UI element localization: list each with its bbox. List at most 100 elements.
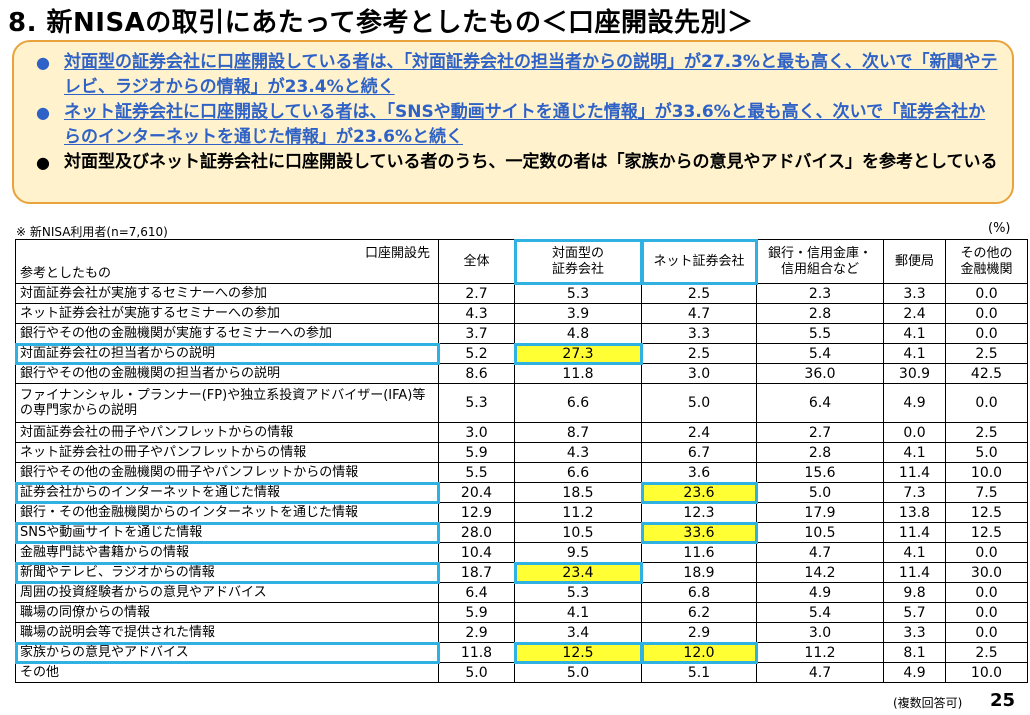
value-cell: 6.4	[756, 383, 884, 423]
value-cell: 7.5	[945, 482, 1028, 503]
value-cell: 7.3	[883, 482, 946, 503]
value-cell: 10.5	[756, 522, 884, 543]
value-cell: 4.8	[514, 323, 642, 344]
row-label: 家族からの意見やアドバイス	[15, 642, 439, 663]
value-cell: 10.4	[438, 542, 515, 563]
value-cell: 2.3	[756, 283, 884, 304]
row-label: 銀行やその他の金融機関が実施するセミナーへの参加	[15, 323, 439, 344]
value-cell: 2.7	[438, 283, 515, 304]
summary-box: ● 対面型の証券会社に口座開設している者は、「対面証券会社の担当者からの説明」が2…	[12, 40, 1014, 204]
table-row: ファイナンシャル・プランナー(FP)や独立系投資アドバイザー(IFA)等の専門家…	[15, 383, 1028, 423]
value-cell: 5.0	[641, 383, 757, 423]
row-label: SNSや動画サイトを通じた情報	[15, 522, 439, 543]
table-row: 銀行・その他金融機関からのインターネットを通じた情報 12.9 11.2 12.3 17…	[15, 502, 1028, 523]
value-cell: 5.3	[514, 582, 642, 603]
value-cell: 9.8	[883, 582, 946, 603]
summary-bullet: ● ネット証券会社に口座開設している者は、「SNSや動画サイトを通じた情報」が33…	[36, 100, 998, 150]
bullet-dot-icon: ●	[36, 53, 50, 72]
value-cell: 3.7	[438, 323, 515, 344]
value-cell: 4.9	[756, 582, 884, 603]
value-cell: 4.1	[883, 343, 946, 364]
table-row: 銀行やその他の金融機関の担当者からの説明 8.6 11.8 3.0 36.0 30.9 42…	[15, 363, 1028, 384]
unit-label: (%)	[988, 221, 1011, 236]
value-cell: 12.0	[641, 642, 757, 663]
value-cell: 18.7	[438, 562, 515, 583]
sample-note: ※ 新NISA利用者(n=7,610)	[16, 225, 168, 239]
value-cell: 3.6	[641, 462, 757, 483]
summary-bullet: ● 対面型の証券会社に口座開設している者は、「対面証券会社の担当者からの説明」が2…	[36, 50, 998, 100]
value-cell: 23.6	[641, 482, 757, 503]
row-label: 対面証券会社の冊子やパンフレットからの情報	[15, 422, 439, 443]
value-cell: 18.5	[514, 482, 642, 503]
table-row: 周囲の投資経験者からの意見やアドバイス 6.4 5.3 6.8 4.9 9.8 0.0	[15, 582, 1028, 603]
table-row: 証券会社からのインターネットを通じた情報 20.4 18.5 23.6 5.0 7.3 7.…	[15, 482, 1028, 503]
row-label: 証券会社からのインターネットを通じた情報	[15, 482, 439, 503]
value-cell: 0.0	[883, 422, 946, 443]
value-cell: 5.4	[756, 602, 884, 623]
value-cell: 4.7	[756, 662, 884, 683]
value-cell: 5.0	[438, 662, 515, 683]
value-cell: 5.5	[438, 462, 515, 483]
value-cell: 5.0	[514, 662, 642, 683]
value-cell: 5.3	[514, 283, 642, 304]
row-label: 銀行・その他金融機関からのインターネットを通じた情報	[15, 502, 439, 523]
column-header: 郵便局	[883, 239, 946, 284]
value-cell: 42.5	[945, 363, 1028, 384]
table-row: その他 5.0 5.0 5.1 4.7 4.9 10.0	[15, 662, 1028, 683]
summary-bullet: ● 対面型及びネット証券会社に口座開設している者のうち、一定数の者は「家族からの意…	[36, 150, 998, 175]
value-cell: 5.7	[883, 602, 946, 623]
bullet-dot-icon: ●	[36, 103, 50, 122]
column-header: 全体	[438, 239, 515, 284]
value-cell: 0.0	[945, 582, 1028, 603]
row-label: 対面証券会社が実施するセミナーへの参加	[15, 283, 439, 304]
summary-text: 対面型の証券会社に口座開設している者は、「対面証券会社の担当者からの説明」が27…	[64, 52, 998, 97]
table-row: 職場の同僚からの情報 5.9 4.1 6.2 5.4 5.7 0.0	[15, 602, 1028, 623]
value-cell: 6.2	[641, 602, 757, 623]
value-cell: 4.7	[641, 303, 757, 324]
value-cell: 3.4	[514, 622, 642, 643]
table-row: 職場の説明会等で提供された情報 2.9 3.4 2.9 3.0 3.3 0.0	[15, 622, 1028, 643]
value-cell: 11.4	[883, 522, 946, 543]
value-cell: 8.6	[438, 363, 515, 384]
value-cell: 3.3	[883, 283, 946, 304]
column-header: その他の 金融機関	[945, 239, 1028, 284]
value-cell: 0.0	[945, 283, 1028, 304]
value-cell: 0.0	[945, 542, 1028, 563]
row-label: ファイナンシャル・プランナー(FP)や独立系投資アドバイザー(IFA)等の専門家…	[15, 383, 439, 423]
value-cell: 12.5	[945, 502, 1028, 523]
value-cell: 11.4	[883, 562, 946, 583]
value-cell: 0.0	[945, 602, 1028, 623]
row-label: ネット証券会社の冊子やパンフレットからの情報	[15, 442, 439, 463]
value-cell: 5.9	[438, 442, 515, 463]
table-row: 銀行やその他の金融機関が実施するセミナーへの参加 3.7 4.8 3.3 5.5 4.1 0…	[15, 323, 1028, 344]
summary-text: 対面型及びネット証券会社に口座開設している者のうち、一定数の者は「家族からの意見…	[64, 152, 998, 172]
column-header: 対面型の 証券会社	[514, 239, 642, 284]
value-cell: 10.0	[945, 462, 1028, 483]
value-cell: 0.0	[945, 622, 1028, 643]
row-label: その他	[15, 662, 439, 683]
row-label: 職場の説明会等で提供された情報	[15, 622, 439, 643]
column-header: ネット証券会社	[641, 239, 757, 284]
table-row: 対面証券会社が実施するセミナーへの参加 2.7 5.3 2.5 2.3 3.3 0.0	[15, 283, 1028, 304]
value-cell: 0.0	[945, 303, 1028, 324]
row-label: 銀行やその他の金融機関の担当者からの説明	[15, 363, 439, 384]
value-cell: 30.0	[945, 562, 1028, 583]
value-cell: 5.3	[438, 383, 515, 423]
value-cell: 2.4	[883, 303, 946, 324]
data-table: 口座開設先 参考としたもの 全体 対面型の 証券会社 ネット証券会社 銀行・信用金庫・…	[15, 239, 1028, 683]
value-cell: 3.0	[438, 422, 515, 443]
page-title: 8. 新NISAの取引にあたって参考としたもの＜口座開設先別＞	[8, 8, 754, 38]
value-cell: 12.5	[945, 522, 1028, 543]
value-cell: 27.3	[514, 343, 642, 364]
table-row: 新聞やテレビ、ラジオからの情報 18.7 23.4 18.9 14.2 11.4 30.0	[15, 562, 1028, 583]
column-header: 銀行・信用金庫・ 信用組合など	[756, 239, 884, 284]
value-cell: 2.5	[641, 283, 757, 304]
row-label: ネット証券会社が実施するセミナーへの参加	[15, 303, 439, 324]
value-cell: 5.0	[945, 442, 1028, 463]
value-cell: 2.8	[756, 442, 884, 463]
value-cell: 2.4	[641, 422, 757, 443]
value-cell: 30.9	[883, 363, 946, 384]
page-number: 25	[990, 690, 1016, 711]
table-row: 金融専門誌や書籍からの情報 10.4 9.5 11.6 4.7 4.1 0.0	[15, 542, 1028, 563]
value-cell: 12.9	[438, 502, 515, 523]
